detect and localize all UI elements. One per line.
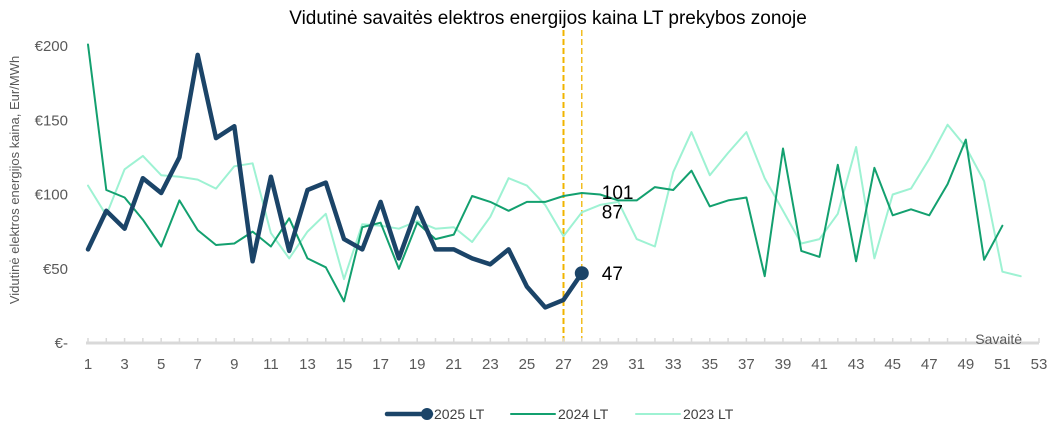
x-tick-label: 23	[482, 356, 499, 373]
data-label-2024-lt: 101	[602, 183, 634, 204]
y-axis-ticks: €- €50 €100 €150 €200	[35, 38, 68, 352]
y-axis-label: Vidutinė elektros energijos kaina, Eur/M…	[7, 56, 22, 304]
legend-label-2023-lt: 2023 LT	[683, 406, 734, 422]
x-tick-label: 29	[592, 356, 609, 373]
y-tick-label: €200	[35, 38, 68, 55]
x-axis-label: Savaitė	[975, 331, 1022, 347]
x-axis-minor-ticks	[87, 338, 1040, 343]
data-label-2025-lt: 47	[602, 264, 623, 285]
x-tick-label: 35	[701, 356, 718, 373]
series-lines	[85, 43, 1022, 310]
x-tick-label: 53	[1031, 356, 1048, 373]
x-tick-label: 17	[372, 356, 389, 373]
x-tick-label: 7	[194, 356, 202, 373]
x-tick-label: 51	[994, 356, 1011, 373]
legend-label-2024-lt: 2024 LT	[558, 406, 609, 422]
chart-title: Vidutinė savaitės elektros energijos kai…	[289, 8, 807, 29]
x-tick-label: 43	[848, 356, 865, 373]
x-axis-ticks: 1 3 5 7 9 11 13 15 17 19 21 23 25 27 29 31 33 35 37 39 41 43 4…	[84, 356, 1048, 373]
x-tick-label: 9	[230, 356, 238, 373]
x-tick-label: 31	[628, 356, 645, 373]
y-tick-label: €50	[43, 261, 68, 278]
series-line-2025-lt	[85, 52, 585, 310]
data-label-2023-lt: 87	[602, 202, 623, 223]
x-tick-label: 1	[84, 356, 92, 373]
x-tick-label: 11	[263, 356, 279, 373]
series-line-2023-lt	[87, 123, 1022, 281]
x-tick-label: 47	[921, 356, 938, 373]
legend-label-2025-lt: 2025 LT	[434, 406, 485, 422]
x-tick-label: 41	[811, 356, 828, 373]
y-tick-label: €100	[35, 187, 68, 204]
x-tick-label: 3	[120, 356, 128, 373]
reference-lines	[562, 30, 583, 343]
x-tick-label: 19	[409, 356, 426, 373]
x-tick-label: 15	[336, 356, 353, 373]
y-tick-label: €-	[55, 335, 68, 352]
x-tick-label: 37	[738, 356, 755, 373]
x-tick-label: 39	[775, 356, 792, 373]
series-line-2024-lt	[87, 43, 1004, 303]
y-tick-label: €150	[35, 112, 68, 129]
x-tick-label: 27	[555, 356, 572, 373]
series-endpoint-2025-lt	[574, 266, 589, 281]
x-tick-label: 21	[445, 356, 462, 373]
legend: 2025 LT 2024 LT 2023 LT	[384, 406, 734, 422]
x-tick-label: 45	[884, 356, 901, 373]
x-tick-label: 25	[519, 356, 536, 373]
x-tick-label: 33	[665, 356, 682, 373]
x-tick-label: 13	[299, 356, 316, 373]
x-tick-label: 49	[958, 356, 975, 373]
legend-marker-2025-lt	[421, 408, 433, 420]
x-tick-label: 5	[157, 356, 165, 373]
